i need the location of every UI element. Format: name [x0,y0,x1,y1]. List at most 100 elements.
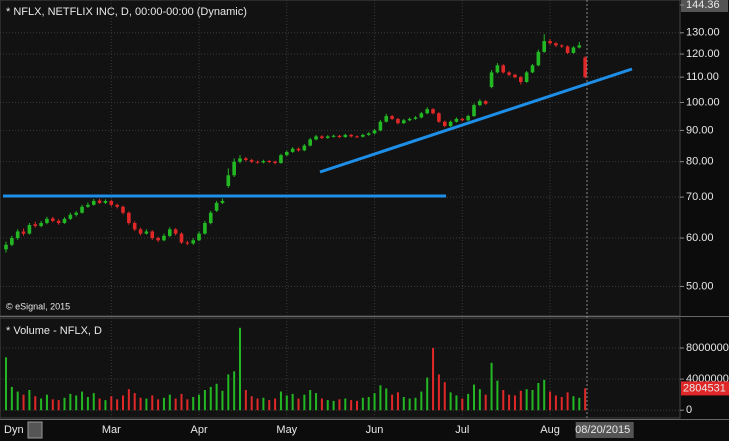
candle-body [442,121,447,127]
candle-body [214,202,219,211]
y-tick-label: 90.00 [686,124,714,136]
x-tick-label: Jun [366,424,384,436]
candle-body [232,161,236,176]
candle-body [138,229,143,234]
volume-bar [584,388,587,411]
volume-bar [45,394,48,411]
volume-bar [233,371,236,411]
volume-bar [221,390,224,411]
volume-bar [174,398,177,411]
candle-body [244,158,248,161]
volume-bar [496,380,499,411]
volume-bar [180,393,183,411]
candle-body [413,117,418,119]
candle-body [103,200,108,203]
candle-body [33,224,38,226]
candle-body [115,204,119,207]
candle-body [132,222,137,230]
volume-bar [379,385,382,411]
candle-body [185,242,190,244]
candle-body [437,113,441,122]
candle-body [203,222,207,234]
volume-bar [513,395,516,411]
volume-bar [262,397,265,411]
volume-bar [560,397,563,411]
candle-body [220,200,225,203]
candle-body [127,212,131,223]
candle-body [507,72,511,75]
volume-bar [157,399,160,411]
x-tick-label: May [276,424,297,436]
candle-body [466,116,470,121]
candle-body [489,72,494,87]
volume-bar [361,397,364,411]
last-price-box [681,0,728,12]
volume-bar [566,392,569,411]
candle-body [460,118,465,121]
volume-bar [268,400,271,411]
candle-body [361,134,365,137]
candle-body [366,133,371,135]
volume-bar [338,399,341,411]
volume-bar [122,395,124,411]
volume-bar [554,395,557,411]
volume-bar [291,393,294,411]
volume-bar [426,377,429,411]
volume-bar [437,374,440,411]
volume-bar [133,393,136,411]
volume-bar [145,398,148,411]
volume-bar [92,393,95,411]
candle-body [548,41,552,44]
candle-body [162,235,166,241]
volume-bar [478,389,481,411]
candle-body [343,134,348,137]
candle-body [583,57,587,78]
volume-bar [420,391,423,411]
candle-body [109,200,114,205]
candle-body [62,218,67,223]
candle-body [27,225,32,234]
candle-body [501,65,506,73]
candle-body [121,206,125,213]
x-tick-label: Apr [190,424,207,436]
volume-bar [162,397,165,411]
candle-body [68,214,73,219]
x-tick-label: Mar [102,424,121,436]
candle-body [255,161,260,163]
volume-bar [10,386,13,411]
candle-body [51,218,55,221]
candle-body [384,116,389,122]
y-tick-label: 70.00 [686,191,714,203]
candle-body [325,136,330,138]
candle-body [559,45,564,47]
y-tick-label: 110.00 [686,71,719,83]
date-box [575,422,634,438]
y-tick-label: 80.00 [686,156,714,168]
candle-body [4,244,8,250]
candle-body [296,148,301,151]
candle-body [524,72,529,83]
y-tick-label: 120.00 [686,48,720,60]
volume-bar [297,398,300,411]
volume-bar [215,383,218,411]
candle-body [302,145,307,151]
candle-body [331,135,336,137]
candle-body [191,240,195,244]
settings-icon[interactable] [27,421,43,439]
volume-bar [508,394,511,411]
y-tick-label: 8000000 [686,342,729,354]
volume-bar [572,396,575,411]
candle-body [483,101,488,104]
candle-body [279,155,283,164]
candle-body [337,135,342,137]
volume-bar [40,398,43,411]
candle-body [21,231,26,234]
volume-bar [473,384,475,411]
volume-bar [209,386,212,411]
volume-bar [75,395,78,411]
chart-title: * NFLX, NETFLIX INC, D, 00:00-00:00 (Dyn… [6,6,247,18]
volume-bar [279,391,282,411]
candle-body [150,231,155,239]
candle-body [407,118,412,121]
